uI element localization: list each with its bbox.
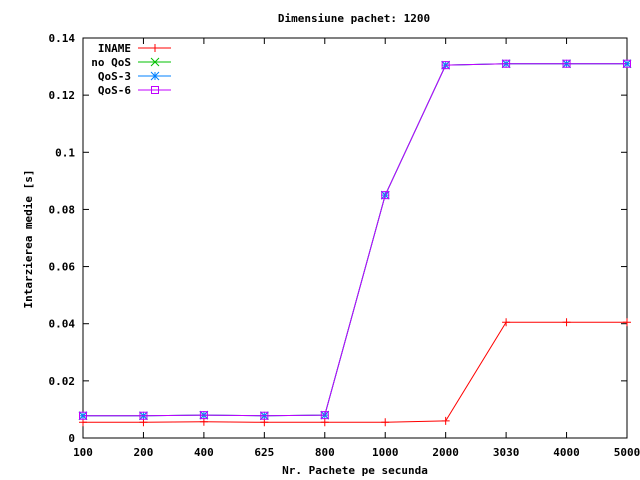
data-point [441, 61, 450, 70]
data-point [139, 411, 148, 420]
series-line [83, 63, 627, 417]
plot-frame [82, 37, 628, 439]
y-axis-label: Intarzierea medie [s] [22, 169, 35, 308]
legend-label: QoS-6 [98, 84, 131, 97]
series-line [83, 321, 627, 423]
x-tick-label: 200 [134, 446, 154, 459]
series-iname [79, 318, 631, 427]
data-point [562, 59, 571, 68]
x-tick-label: 800 [315, 446, 335, 459]
data-point [502, 59, 511, 68]
x-tick-label: 400 [194, 446, 214, 459]
x-tick-label: 625 [254, 446, 274, 459]
data-point [441, 416, 450, 425]
series-qos-3 [78, 59, 632, 421]
y-tick-label: 0.04 [49, 318, 76, 331]
data-point [381, 191, 390, 200]
x-tick-label: 1000 [372, 446, 399, 459]
data-point [199, 411, 208, 420]
y-tick-label: 0.06 [49, 261, 76, 274]
y-tick-label: 0.1 [55, 146, 75, 159]
data-point [381, 418, 390, 427]
data-point [562, 318, 571, 327]
y-tick-label: 0 [68, 432, 75, 445]
series-layer [78, 59, 632, 427]
x-tick-label: 2000 [432, 446, 459, 459]
x-tick-label: 5000 [614, 446, 640, 459]
y-tick-label: 0.14 [49, 32, 76, 45]
data-point [502, 318, 511, 327]
y-tick-label: 0.08 [49, 203, 76, 216]
x-tick-label: 4000 [553, 446, 580, 459]
y-tick-label: 0.12 [49, 89, 76, 102]
legend-marker [150, 71, 160, 81]
legend-marker [151, 86, 159, 94]
data-point [623, 318, 631, 327]
legend-label: INAME [98, 42, 131, 55]
data-point [79, 411, 87, 420]
data-point [623, 59, 631, 68]
series-no-qos [78, 59, 632, 421]
legend-marker [150, 57, 160, 67]
series-qos-6 [79, 59, 631, 420]
series-line [83, 63, 627, 417]
chart-title: Dimensiune pachet: 1200 [278, 12, 430, 25]
data-point [320, 411, 329, 420]
data-point [320, 418, 329, 427]
legend-label: QoS-3 [98, 70, 131, 83]
legend-label: no QoS [91, 56, 131, 69]
series-line [83, 63, 627, 417]
x-axis-label: Nr. Pachete pe secunda [282, 464, 428, 477]
data-point [260, 411, 269, 420]
x-tick-label: 3030 [493, 446, 520, 459]
axis-ticks: 0 0.02 0.04 0.06 0.08 0.1 0.12 0.14 100 200 400 625… [49, 32, 640, 459]
legend-marker [151, 44, 159, 52]
x-tick-label: 100 [73, 446, 93, 459]
y-tick-label: 0.02 [49, 375, 76, 388]
